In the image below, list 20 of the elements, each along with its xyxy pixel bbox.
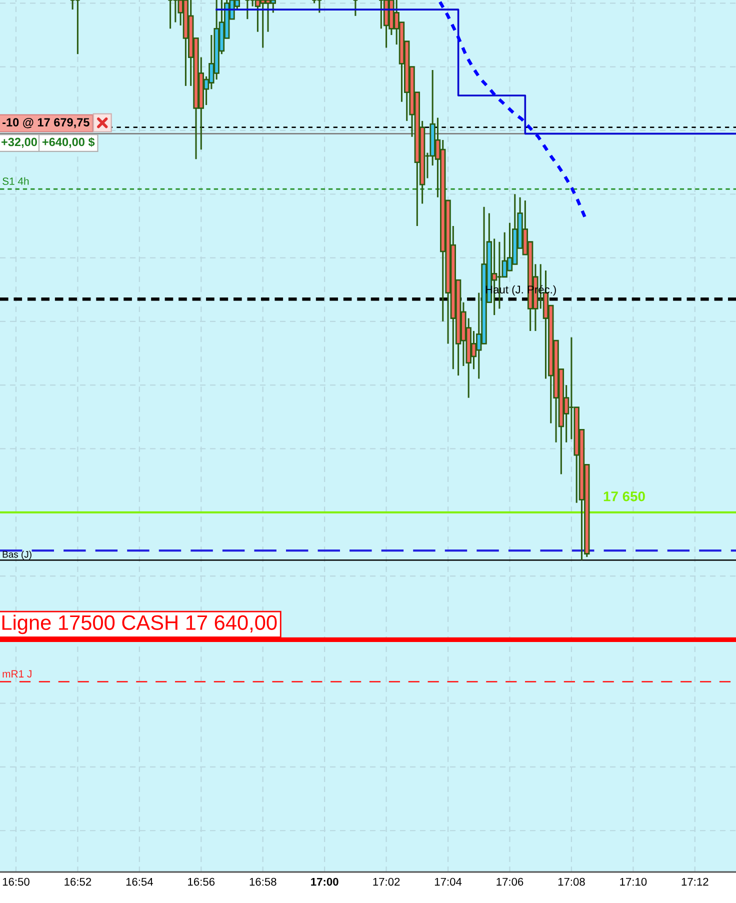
ref-line-label: Ligne 17500 CASH 17 640,00 xyxy=(2,614,277,634)
ref-line-label: mR1 J xyxy=(2,670,32,678)
ref-line-label: Bas (J) xyxy=(2,550,32,560)
x-tick-label: 17:12 xyxy=(682,878,708,886)
ref-line-label: -10 @ 17 679,75 xyxy=(2,118,90,128)
x-tick-label: 16:56 xyxy=(188,878,215,886)
x-tick-label: 16:52 xyxy=(64,878,92,886)
x-tick-label: 16:54 xyxy=(126,878,153,886)
x-tick-label: 17:06 xyxy=(496,878,524,886)
x-tick-label: 17:04 xyxy=(434,878,462,886)
x-tick-label: 17:10 xyxy=(620,878,647,886)
x-tick-label: 17:00 xyxy=(311,878,338,886)
x-tick-label: 17:08 xyxy=(558,878,585,886)
annotation: +32,00 xyxy=(1,138,37,148)
x-tick-label: 17:02 xyxy=(373,878,400,886)
x-tick-label: 16:58 xyxy=(250,878,276,886)
ref-line-label: S1 4h xyxy=(2,177,29,185)
annotation: +640,00 $ xyxy=(42,137,95,148)
ref-line-label: 17 650 xyxy=(604,491,645,502)
x-tick-label: 16:50 xyxy=(2,878,30,886)
